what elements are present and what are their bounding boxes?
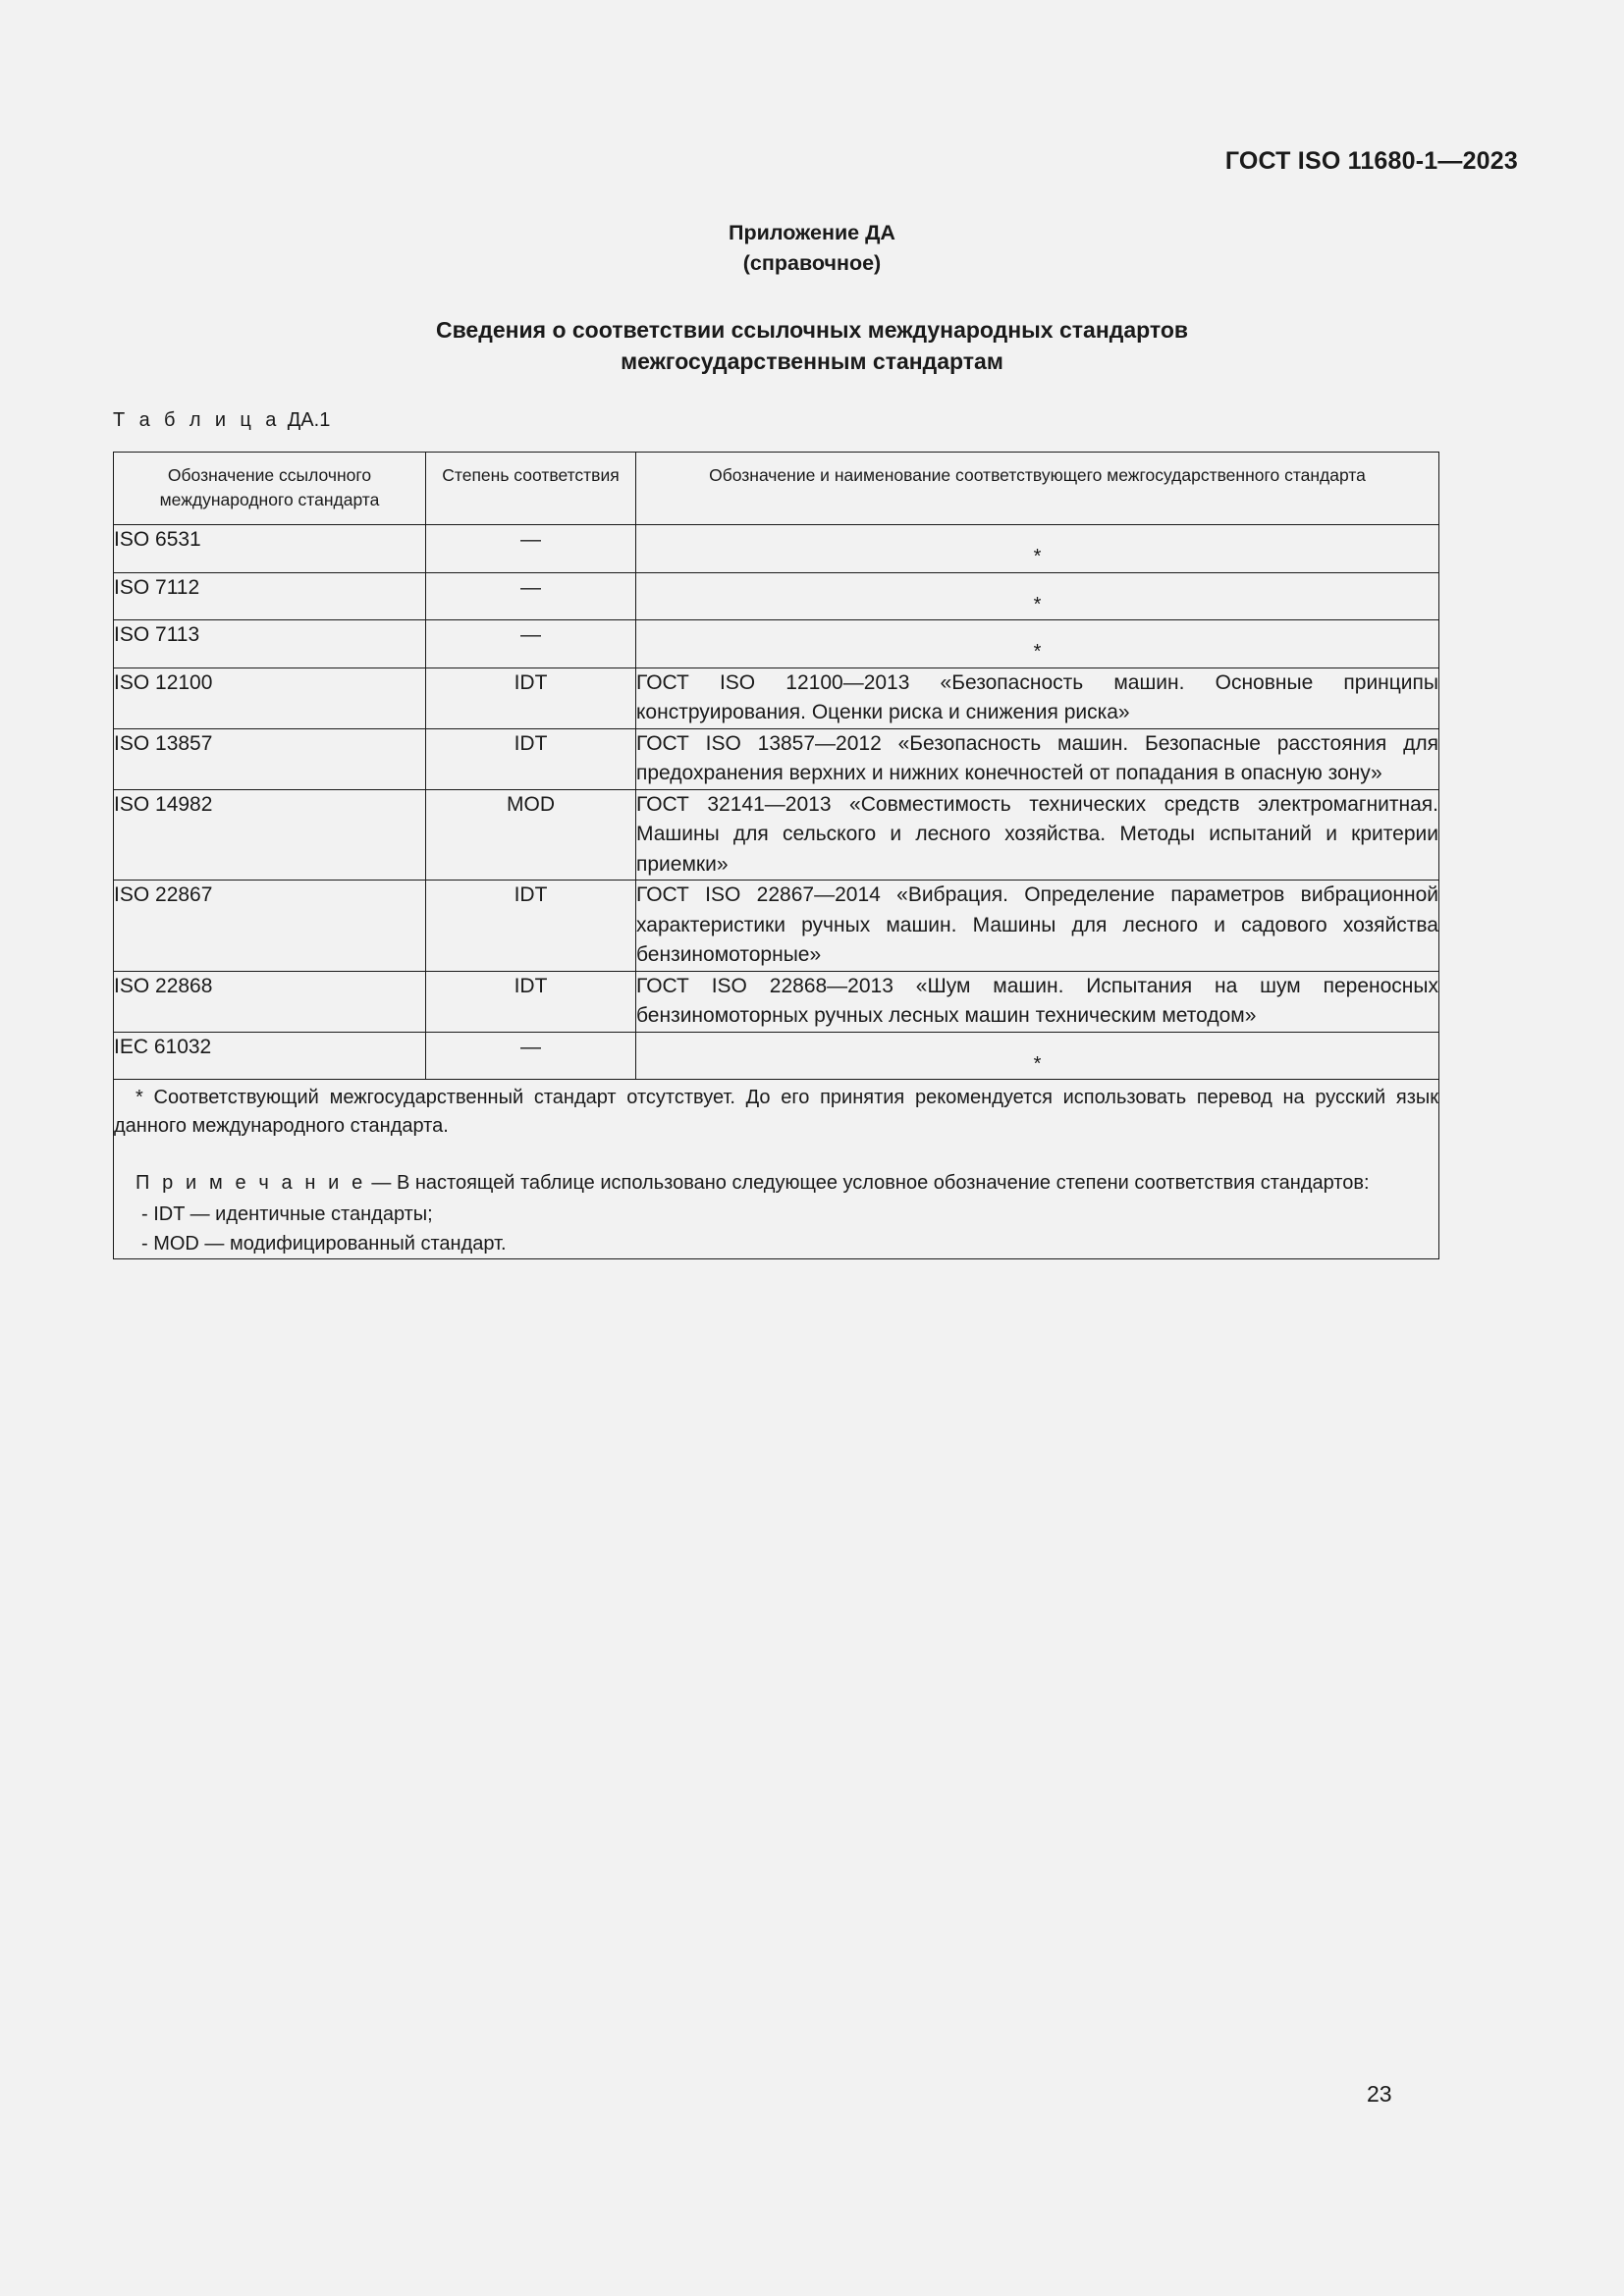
cell-reference-standard: IEC 61032 <box>113 1031 426 1080</box>
cell-degree-of-correspondence: — <box>425 524 636 573</box>
table-row: ISO 22868 IDT ГОСТ ISO 22868—2013 «Шум маш… <box>113 970 1439 1033</box>
note-list-item: - IDT — идентичные стандарты; <box>141 1202 433 1225</box>
cell-degree-of-correspondence: IDT <box>425 970 636 1033</box>
cell-corresponding-standard: ГОСТ ISO 22867—2014 «Вибрация. Определен… <box>635 880 1439 972</box>
table-row: IEC 61032— * <box>113 1031 1439 1080</box>
table-row: ISO 13857 IDT ГОСТ ISO 13857—2012 «Безопас… <box>113 727 1439 790</box>
annex-title-block: Приложение ДА (справочное) Сведения о со… <box>113 218 1511 377</box>
cell-corresponding-standard: ГОСТ ISO 12100—2013 «Безопасность машин.… <box>635 667 1439 729</box>
table-row: ISO 7112— * <box>113 571 1439 620</box>
cell-corresponding-standard: ГОСТ ISO 13857—2012 «Безопасность машин.… <box>635 727 1439 790</box>
note-list-item: - MOD — модифицированный стандарт. <box>141 1232 507 1255</box>
table-caption: Т а б л и ц а ДА.1 <box>113 409 330 432</box>
table-row: ISO 6531— * <box>113 524 1439 573</box>
notes-row: * Соответствующий межгосударственный ста… <box>113 1079 1439 1259</box>
note-text: — В настоящей таблице использовано следу… <box>371 1172 1370 1194</box>
note-paragraph: П р и м е ч а н и е — В настоящей таблиц… <box>114 1169 1438 1198</box>
cell-corresponding-standard: ГОСТ ISO 22868—2013 «Шум машин. Испытани… <box>635 970 1439 1033</box>
table-caption-label: Т а б л и ц а <box>113 409 281 431</box>
cell-corresponding-standard: ГОСТ 32141—2013 «Совместимость техническ… <box>635 788 1439 881</box>
column-header-degree: Степень соответствия <box>425 452 636 525</box>
correspondence-table: Обозначение ссылочного международного ст… <box>113 452 1439 1259</box>
cell-corresponding-standard: * <box>635 571 1439 620</box>
table-row: ISO 12100 IDT ГОСТ ISO 12100—2013 «Безопас… <box>113 667 1439 729</box>
annex-name: Приложение ДА <box>729 221 895 244</box>
note-abbreviation-list: - IDT — идентичные стандарты; - MOD — мод… <box>114 1200 1438 1258</box>
cell-corresponding-standard: * <box>635 1031 1439 1080</box>
cell-reference-standard: ISO 14982 <box>113 788 426 881</box>
column-header-reference: Обозначение ссылочного международного ст… <box>113 452 426 525</box>
cell-degree-of-correspondence: IDT <box>425 667 636 729</box>
annex-heading-line-2: межгосударственным стандартам <box>621 348 1003 374</box>
table-row: ISO 7113— * <box>113 619 1439 668</box>
annex-heading-line-1: Сведения о соответствии ссылочных междун… <box>435 317 1189 343</box>
table-header-row: Обозначение ссылочного международного ст… <box>113 452 1439 525</box>
cell-degree-of-correspondence: IDT <box>425 727 636 790</box>
cell-degree-of-correspondence: — <box>425 619 636 668</box>
notes-cell: * Соответствующий межгосударственный ста… <box>113 1079 1439 1259</box>
cell-reference-standard: ISO 6531 <box>113 524 426 573</box>
table-row: ISO 22867 IDT ГОСТ ISO 22867—2014 «Вибраци… <box>113 880 1439 972</box>
running-header: ГОСТ ISO 11680-1—2023 <box>1224 147 1518 175</box>
cell-reference-standard: ISO 13857 <box>113 727 426 790</box>
table-body: ISO 6531— * ISO 7112— * ISO 7113— * ISO 12100 I… <box>113 524 1439 1080</box>
table-foot: * Соответствующий межгосударственный ста… <box>113 1079 1439 1259</box>
annex-heading: Сведения о соответствии ссылочных междун… <box>113 314 1511 377</box>
cell-degree-of-correspondence: — <box>425 571 636 620</box>
table-caption-number: ДА.1 <box>287 409 331 431</box>
note-label: П р и м е ч а н и е <box>135 1172 366 1194</box>
annex-kind: (справочное) <box>742 251 882 275</box>
cell-reference-standard: ISO 22867 <box>113 880 426 972</box>
cell-degree-of-correspondence: IDT <box>425 880 636 972</box>
cell-degree-of-correspondence: MOD <box>425 788 636 881</box>
cell-reference-standard: ISO 22868 <box>113 970 426 1033</box>
cell-reference-standard: ISO 7112 <box>113 571 426 620</box>
page-number: 23 <box>1367 2081 1392 2107</box>
cell-corresponding-standard: * <box>635 619 1439 668</box>
cell-degree-of-correspondence: — <box>425 1031 636 1080</box>
cell-reference-standard: ISO 12100 <box>113 667 426 729</box>
table-row: ISO 14982 MOD ГОСТ 32141—2013 «Совместимос… <box>113 788 1439 881</box>
cell-corresponding-standard: * <box>635 524 1439 573</box>
cell-reference-standard: ISO 7113 <box>113 619 426 668</box>
footnote-text: * Соответствующий межгосударственный ста… <box>114 1087 1438 1137</box>
column-header-corresponding: Обозначение и наименование соответствующ… <box>635 452 1439 525</box>
